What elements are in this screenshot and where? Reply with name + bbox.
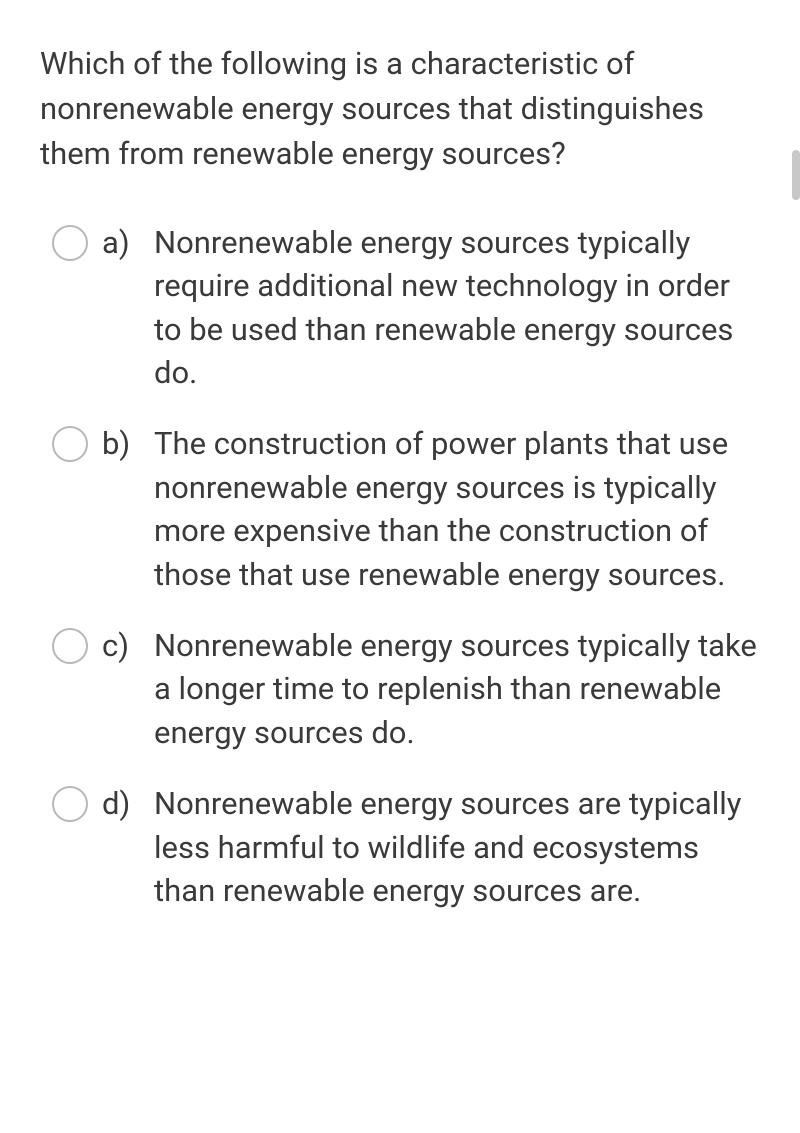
option-label-a: a) — [102, 221, 140, 264]
option-row-c[interactable]: c) Nonrenewable energy sources typically… — [52, 624, 760, 754]
option-row-a[interactable]: a) Nonrenewable energy sources typically… — [52, 221, 760, 395]
option-text-a: Nonrenewable energy sources typically re… — [154, 221, 760, 395]
radio-button-d[interactable] — [52, 786, 88, 822]
option-label-c: c) — [102, 624, 140, 667]
question-text: Which of the following is a characterist… — [40, 42, 760, 177]
radio-button-c[interactable] — [52, 628, 88, 664]
option-label-b: b) — [102, 422, 140, 465]
option-text-d: Nonrenewable energy sources are typicall… — [154, 782, 760, 912]
option-label-d: d) — [102, 782, 140, 825]
radio-button-a[interactable] — [52, 225, 88, 261]
option-row-b[interactable]: b) The construction of power plants that… — [52, 422, 760, 596]
radio-button-b[interactable] — [52, 426, 88, 462]
option-text-c: Nonrenewable energy sources typically ta… — [154, 624, 760, 754]
scrollbar-thumb[interactable] — [792, 150, 800, 200]
options-container: a) Nonrenewable energy sources typically… — [40, 221, 760, 912]
option-text-b: The construction of power plants that us… — [154, 422, 760, 596]
option-row-d[interactable]: d) Nonrenewable energy sources are typic… — [52, 782, 760, 912]
